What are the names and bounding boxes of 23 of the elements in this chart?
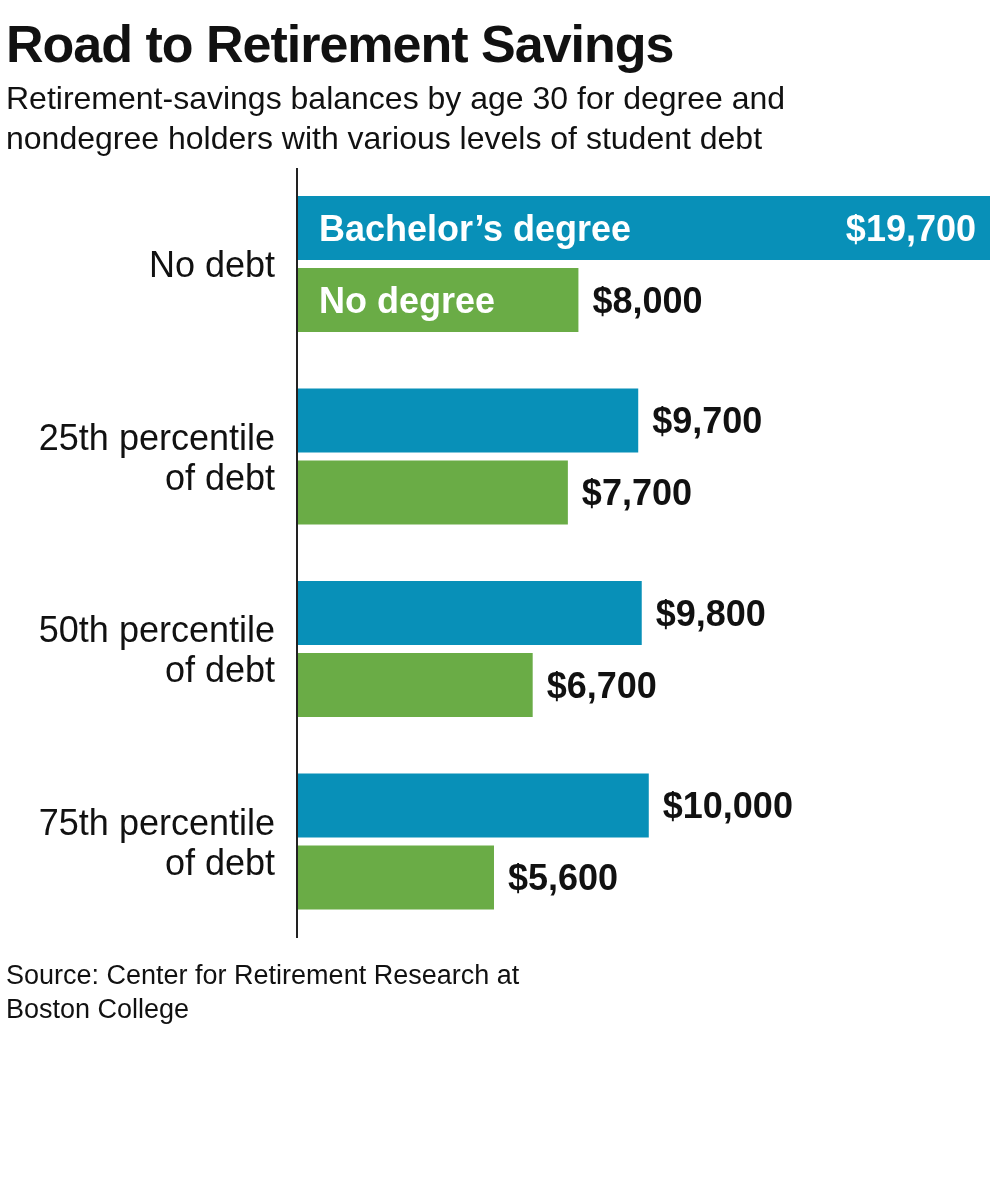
source-note: Source: Center for Retirement Research at Boston College (6, 959, 521, 1026)
data-label: $10,000 (662, 785, 793, 826)
data-label: $19,700 (845, 207, 976, 249)
data-label: $7,700 (581, 472, 692, 513)
data-label: $8,000 (592, 279, 703, 321)
y-tick-label: 25th percentile of debt (38, 416, 275, 498)
data-label: $5,600 (507, 857, 619, 898)
bar (297, 773, 649, 838)
bar (297, 845, 494, 910)
y-tick-label: No debt (148, 243, 275, 285)
bar (297, 653, 533, 717)
bar (297, 388, 639, 453)
chart-title: Road to Retirement Savings (5, 14, 675, 74)
bar (297, 460, 568, 525)
chart-subtitle: Retirement-savings balances by age 30 for degree and nondegree holders with various levels of student debt (5, 79, 787, 158)
data-label: $9,700 (652, 400, 763, 441)
data-label: $6,700 (546, 664, 657, 706)
bar (297, 581, 642, 645)
y-tick-label: 75th percentile of debt (38, 801, 275, 883)
series-label: No degree (319, 279, 496, 321)
series-label: Bachelor’s degree (319, 207, 632, 249)
data-label: $9,800 (655, 592, 766, 634)
y-tick-label: 50th percentile of debt (38, 608, 275, 690)
